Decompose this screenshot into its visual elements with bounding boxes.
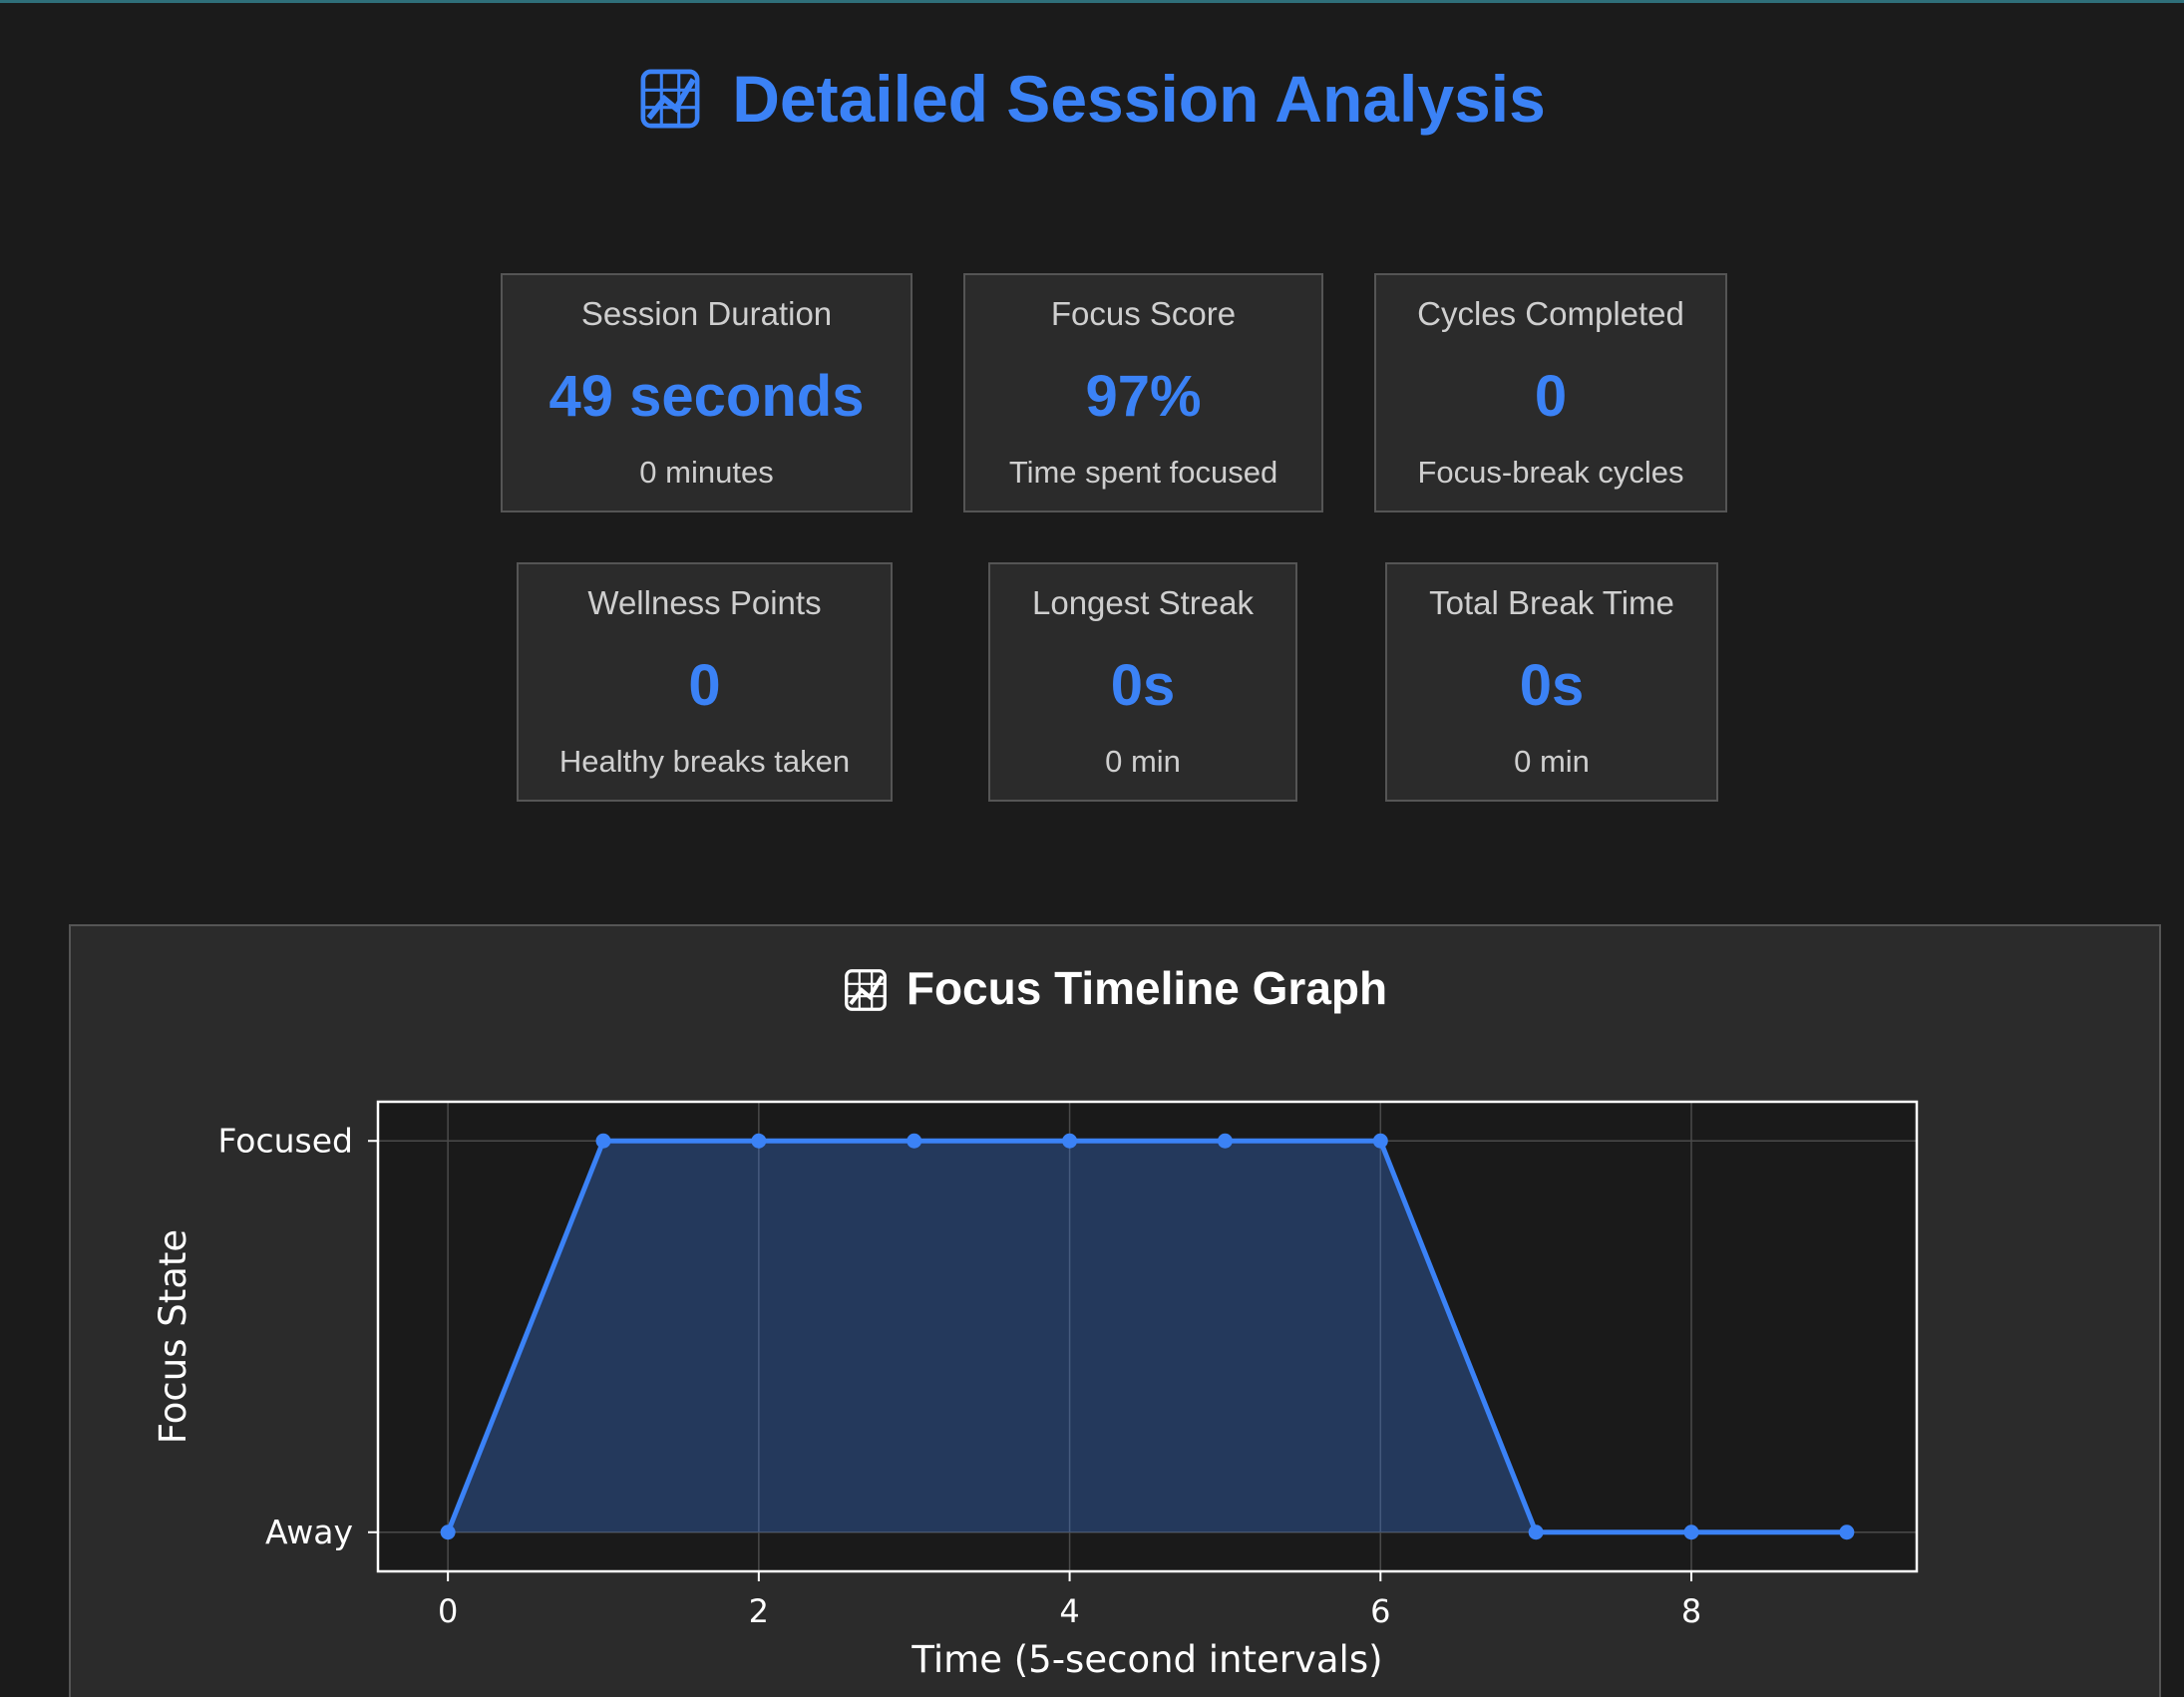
stat-card-session-duration: Session Duration 49 seconds 0 minutes — [501, 273, 912, 512]
x-axis-label: Time (5-second intervals) — [910, 1638, 1382, 1681]
stat-value: 0s — [1519, 653, 1585, 718]
stat-label: Longest Streak — [1032, 584, 1254, 621]
stat-card-focus-score: Focus Score 97% Time spent focused — [963, 273, 1323, 512]
stat-value: 0s — [1110, 653, 1176, 718]
stat-value: 97% — [1085, 364, 1202, 429]
focus-timeline-panel: Focus Timeline Graph 0 2 4 6 8 Away Focused Tim… — [69, 924, 2161, 1697]
page-title: Detailed Session Analysis — [0, 61, 2184, 137]
plot-area — [378, 1102, 1917, 1571]
stat-subtext: Healthy breaks taken — [558, 744, 851, 779]
stat-card-wellness-points: Wellness Points 0 Healthy breaks taken — [517, 562, 893, 802]
stat-value: 0 — [1534, 364, 1568, 429]
stat-subtext: Time spent focused — [1008, 455, 1278, 490]
stat-label: Wellness Points — [587, 584, 822, 621]
stat-card-longest-streak: Longest Streak 0s 0 min — [988, 562, 1297, 802]
data-point — [595, 1133, 611, 1149]
chart-increasing-icon — [844, 969, 887, 1011]
x-tick-label: 8 — [1681, 1592, 1701, 1630]
y-axis-label: Focus State — [152, 1229, 194, 1444]
x-tick-label: 6 — [1370, 1592, 1390, 1630]
data-point — [907, 1133, 922, 1149]
data-point — [1683, 1525, 1699, 1540]
data-point — [1839, 1525, 1855, 1540]
stat-label: Total Break Time — [1429, 584, 1674, 621]
stat-label: Session Duration — [580, 295, 833, 332]
stat-card-total-break-time: Total Break Time 0s 0 min — [1385, 562, 1718, 802]
series-area-fill — [448, 1141, 1847, 1532]
plot-frame — [376, 1100, 1919, 1573]
stat-value: 0 — [688, 653, 721, 718]
series-line — [445, 1138, 1847, 1535]
page-title-text: Detailed Session Analysis — [732, 62, 1546, 136]
data-point — [1062, 1133, 1078, 1149]
x-tick-label: 2 — [749, 1592, 769, 1630]
chart-panel-title-text: Focus Timeline Graph — [906, 962, 1388, 1014]
stat-value: 49 seconds — [548, 364, 865, 429]
stat-subtext: 0 min — [1105, 744, 1181, 779]
stat-subtext: 0 minutes — [639, 455, 774, 490]
stat-label: Cycles Completed — [1417, 295, 1684, 332]
x-tick-label: 4 — [1059, 1592, 1079, 1630]
x-tick-label: 0 — [438, 1592, 458, 1630]
y-tick-label: Away — [265, 1513, 353, 1551]
stat-card-cycles-completed: Cycles Completed 0 Focus-break cycles — [1374, 273, 1727, 512]
data-point — [1528, 1525, 1544, 1540]
data-point — [1372, 1133, 1388, 1149]
stat-label: Focus Score — [1050, 295, 1237, 332]
stat-subtext: 0 min — [1514, 744, 1590, 779]
chart-panel-title: Focus Timeline Graph — [71, 961, 2159, 1015]
stat-subtext: Focus-break cycles — [1417, 455, 1684, 490]
chart-increasing-icon — [640, 69, 700, 129]
data-point — [751, 1133, 767, 1149]
focus-timeline-chart: 0 2 4 6 8 Away Focused Time (5-second intervals… — [152, 1100, 1919, 1681]
data-point — [1217, 1133, 1233, 1149]
y-tick-label: Focused — [218, 1121, 354, 1160]
data-point — [440, 1525, 456, 1540]
